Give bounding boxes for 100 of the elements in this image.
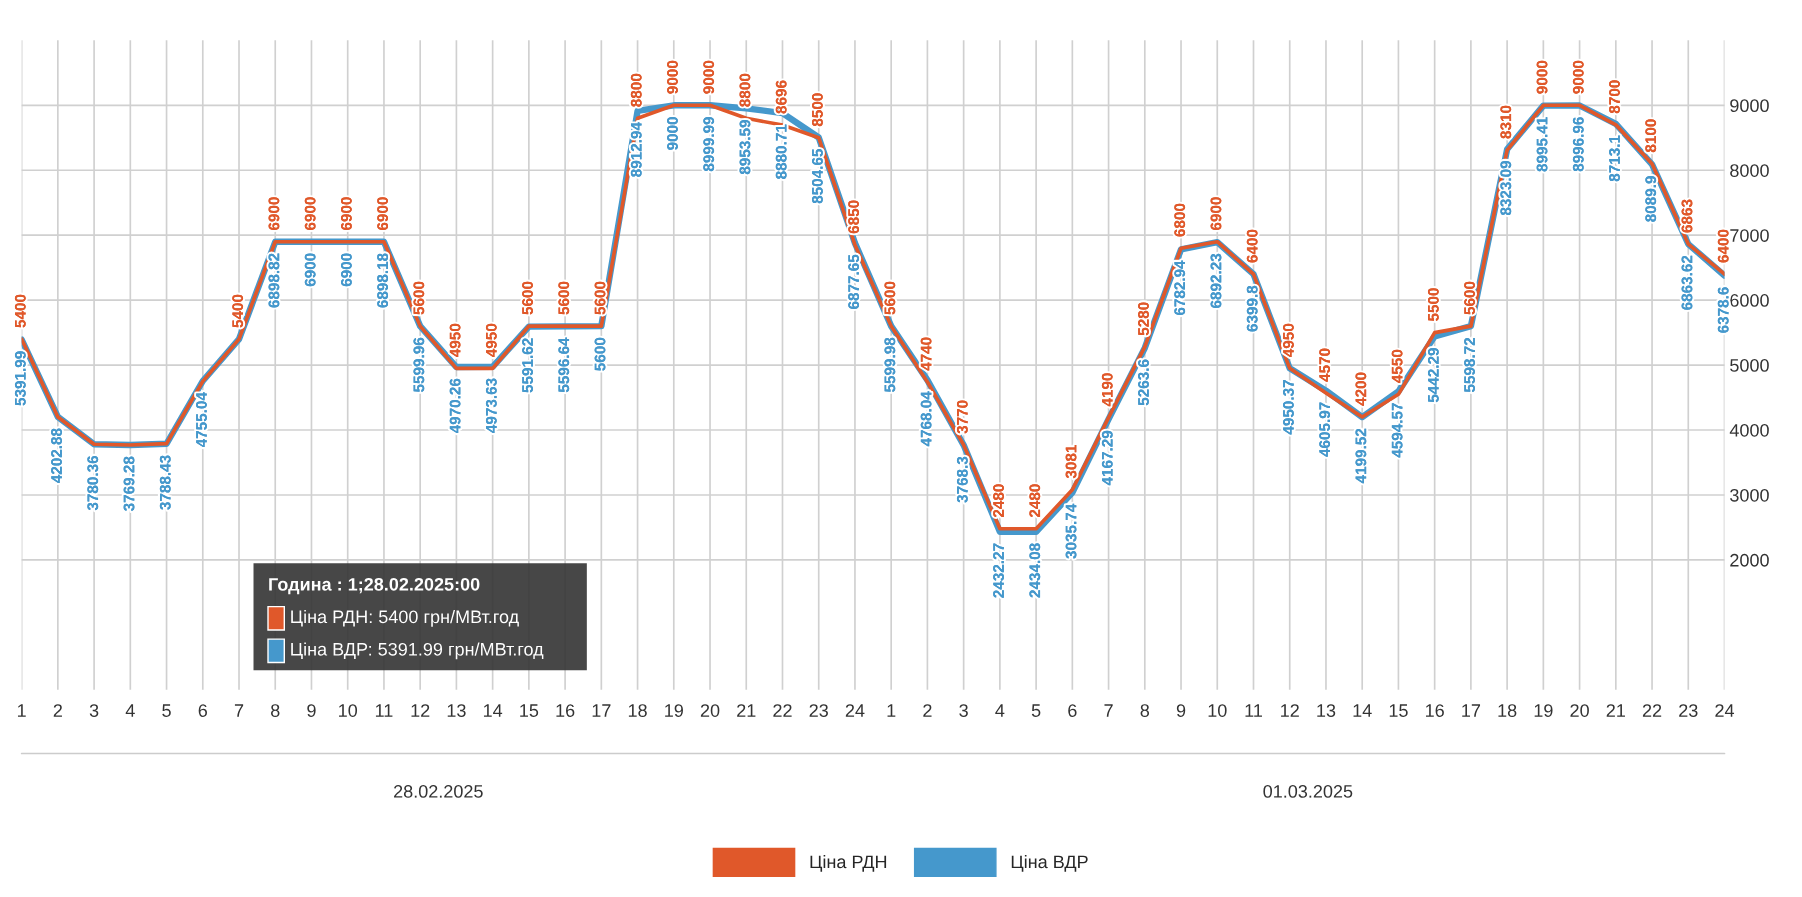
y-tick-label: 5000: [1730, 359, 1769, 372]
x-tick-label: 6: [198, 704, 208, 717]
data-label: 4550: [1391, 349, 1403, 383]
data-label: 5591.62: [522, 338, 533, 393]
data-label: 2480: [1029, 484, 1041, 518]
x-tick-label: 12: [411, 704, 430, 717]
data-label: 6863: [1681, 199, 1693, 233]
data-label: 8504.65: [812, 149, 823, 204]
data-label: 5391.99: [14, 351, 26, 406]
data-label: 4950: [485, 323, 497, 357]
x-tick-label: 14: [483, 704, 503, 717]
data-label: 3768.3: [956, 456, 968, 503]
data-label: 8500: [812, 93, 823, 127]
data-label: 5600: [522, 281, 533, 315]
data-label: 4970.26: [449, 378, 461, 434]
data-label: 6399.8: [1246, 285, 1258, 332]
data-label: 6378.6: [1717, 287, 1729, 333]
data-label: 5600: [413, 281, 425, 315]
data-label: 8323.09: [1500, 160, 1512, 216]
x-tick-label: 7: [234, 704, 244, 717]
x-tick-label: 10: [1208, 704, 1227, 717]
x-tick-label: 23: [809, 704, 828, 717]
data-label: 4570: [1319, 348, 1331, 382]
data-label: 6800: [1174, 203, 1186, 237]
data-label: 8700: [1609, 80, 1620, 114]
x-tick-label: 15: [520, 704, 539, 717]
data-label: 5599.96: [413, 337, 425, 392]
x-tick-label: 9: [1176, 704, 1186, 717]
data-label: 3035.74: [1065, 503, 1077, 559]
data-label: 4973.63: [485, 378, 497, 433]
data-label: 6900: [340, 253, 352, 287]
x-tick-label: 17: [1462, 704, 1481, 717]
x-tick-label: 22: [773, 704, 792, 717]
data-label: 3770: [956, 400, 968, 434]
data-label: 4200: [1355, 372, 1367, 406]
data-label: 8089.9: [1645, 176, 1657, 222]
data-label: 6400: [1246, 229, 1258, 263]
annotation: Ціна РДН: 5400 грн/МВт.год: [291, 609, 519, 627]
data-label: 5600: [594, 337, 606, 371]
x-tick-label: 24: [1715, 704, 1735, 717]
text: 28.02.2025: [394, 785, 483, 798]
x-tick-label: 2: [923, 704, 932, 717]
data-label: 4755.04: [196, 392, 207, 448]
x-tick-label: 4: [125, 704, 135, 717]
data-label: 8713.1: [1609, 135, 1620, 182]
data-label: 3769.28: [123, 456, 135, 511]
x-tick-label: 11: [375, 704, 393, 717]
data-label: 3081: [1065, 445, 1077, 479]
x-tick-label: 11: [1245, 704, 1262, 717]
data-label: 4167.29: [1101, 430, 1113, 486]
data-label: 4740: [920, 337, 932, 371]
data-label: 6900: [268, 197, 280, 231]
y-tick-label: 7000: [1730, 229, 1769, 242]
data-label: 4768.04: [920, 391, 932, 447]
x-tick-label: 24: [845, 704, 865, 717]
data-label: 5400: [14, 294, 26, 328]
x-tick-label: 5: [162, 704, 171, 717]
data-label: 4199.52: [1355, 428, 1367, 484]
x-tick-label: 18: [1498, 704, 1517, 717]
data-label: 8995.41: [1536, 117, 1548, 172]
data-label: 6400: [1717, 229, 1729, 263]
data-label: 8696: [775, 80, 787, 114]
x-tick-label: 8: [1140, 704, 1150, 717]
y-tick-label: 3000: [1730, 488, 1769, 502]
data-label: 2480: [993, 484, 1004, 518]
annotation: Ціна ВДР: 5391.99 грн/МВт.год: [291, 642, 544, 660]
y-tick-label: 9000: [1730, 99, 1769, 113]
data-label: 5442.29: [1427, 348, 1439, 403]
data-label: 5500: [1427, 288, 1439, 322]
data-label: 9000: [667, 117, 678, 150]
data-label: 2432.27: [993, 543, 1004, 598]
data-label: 8800: [630, 73, 642, 107]
data-label: 5598.72: [1464, 337, 1475, 393]
x-tick-label: 2: [53, 704, 62, 717]
data-label: 4594.57: [1391, 403, 1403, 458]
x-tick-label: 21: [737, 704, 756, 717]
data-label: 8912.94: [630, 122, 642, 177]
legend-label: Ціна РДН: [810, 854, 887, 872]
data-label: 4950.37: [1283, 380, 1294, 435]
x-tick-label: 21: [1606, 704, 1625, 717]
x-tick-label: 16: [556, 704, 575, 717]
data-label: 6900: [304, 197, 316, 231]
data-label: 4190: [1101, 373, 1113, 407]
x-tick-label: 20: [700, 704, 720, 717]
x-tick-label: 18: [628, 704, 647, 717]
x-tick-label: 7: [1104, 704, 1113, 717]
data-label: 6898.82: [268, 253, 280, 308]
x-tick-label: 19: [665, 704, 683, 717]
data-label: 5400: [232, 294, 244, 328]
data-label: 8999.99: [703, 116, 715, 172]
data-label: 5599.98: [884, 337, 896, 392]
data-label: 9000: [667, 60, 678, 94]
x-tick-label: 12: [1281, 704, 1299, 717]
data-label: 5600: [1464, 281, 1475, 315]
data-label: 6782.94: [1174, 260, 1186, 316]
x-tick-label: 22: [1642, 704, 1662, 717]
data-label: 5280: [1138, 302, 1149, 336]
data-label: 5263.6: [1138, 359, 1149, 406]
data-label: 5596.64: [558, 337, 570, 393]
data-label: 6877.65: [848, 254, 860, 309]
